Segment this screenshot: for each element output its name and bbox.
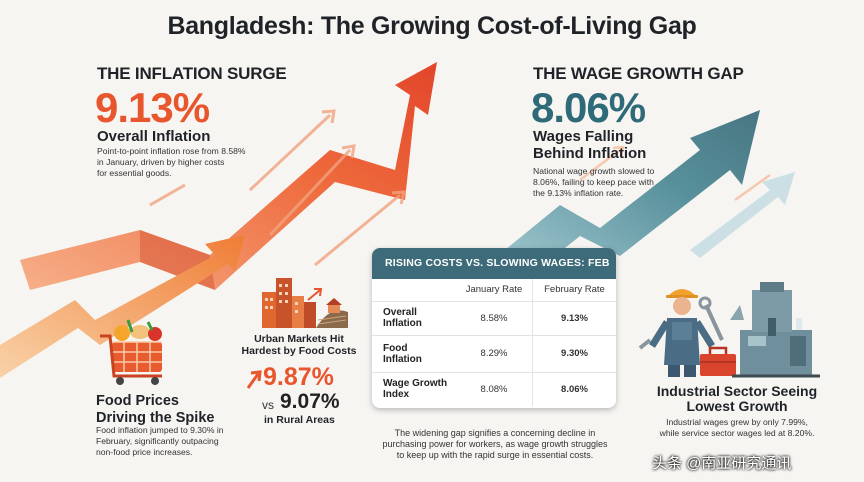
food-price-arrow (0, 235, 245, 378)
table-row: Food Inflation 8.29% 9.30% (372, 335, 616, 372)
food-label: Food Prices Driving the Spike (96, 393, 215, 426)
table-row: Wage Growth Index 8.08% 8.06% (372, 372, 616, 406)
toolbox-icon (700, 346, 736, 376)
up-arrow-icon (246, 370, 262, 389)
row-label: Overall Inflation (383, 307, 422, 329)
inflation-desc: Point-to-point inflation rose from 8.58%… (97, 146, 246, 178)
urban-value: 9.87% (263, 363, 334, 391)
rural-label: in Rural Areas (264, 414, 335, 426)
inflation-value: 9.13% (95, 84, 210, 131)
table-header: RISING COSTS VS. SLOWING WAGES: FEB (372, 248, 616, 279)
inflation-heading: THE INFLATION SURGE (97, 64, 287, 83)
row-label: Wage Growth Index (383, 378, 448, 401)
wage-heading: THE WAGE GROWTH GAP (533, 64, 744, 83)
january-value: 8.08% (480, 383, 508, 395)
footer-summary: The widening gap signifies a concerning … (382, 428, 608, 460)
january-value: 8.29% (480, 348, 508, 359)
wage-value: 8.06% (531, 84, 646, 131)
february-value: 9.30% (532, 335, 616, 372)
small-up-arrows (149, 109, 406, 267)
wage-label: Wages Falling Behind Inflation (533, 128, 647, 162)
column-january: January Rate (465, 284, 523, 296)
watermark: 头条 @南亚研究通讯 (652, 455, 792, 472)
wage-desc: National wage growth slowed to 8.06%, fa… (533, 166, 655, 198)
industrial-desc: Industrial wages grew by only 7.99%, whi… (659, 417, 815, 438)
rural-value: 9.07% (280, 390, 340, 413)
february-value: 9.13% (532, 301, 616, 335)
inflation-label: Overall Inflation (97, 128, 211, 145)
comparison-table-card: RISING COSTS VS. SLOWING WAGES: FEB Janu… (372, 248, 616, 408)
factory-machine-icon (730, 282, 820, 378)
food-desc: Food inflation jumped to 9.30% in Februa… (96, 425, 224, 457)
february-value: 8.06% (532, 372, 616, 406)
urban-label: Urban Markets Hit Hardest by Food Costs (241, 333, 357, 357)
worker-icon (638, 289, 724, 377)
vs-label: vs (262, 398, 274, 412)
city-buildings-icon (262, 278, 348, 328)
column-february: February Rate (532, 279, 616, 301)
comparison-table: January Rate February Rate Overall Inflat… (372, 279, 616, 406)
table-row: Overall Inflation 8.58% 9.13% (372, 301, 616, 335)
industrial-label: Industrial Sector Seeing Lowest Growth (656, 383, 818, 414)
row-label: Food Inflation (383, 342, 422, 365)
page-title: Bangladesh: The Growing Cost-of-Living G… (167, 12, 697, 40)
shopping-cart-icon (100, 319, 162, 385)
january-value: 8.58% (480, 312, 508, 324)
wage-growth-arrow (505, 110, 795, 276)
